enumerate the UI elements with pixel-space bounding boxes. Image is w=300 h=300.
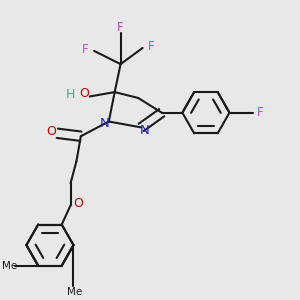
Text: N: N [100, 117, 109, 130]
Text: O: O [73, 197, 83, 210]
Text: O: O [79, 87, 89, 100]
Text: O: O [46, 125, 56, 138]
Text: F: F [257, 106, 264, 119]
Text: F: F [82, 43, 88, 56]
Text: F: F [117, 21, 124, 34]
Text: H: H [66, 88, 75, 100]
Text: Me: Me [2, 261, 17, 271]
Text: Me: Me [67, 286, 83, 297]
Text: F: F [148, 40, 155, 53]
Text: N: N [140, 124, 150, 137]
